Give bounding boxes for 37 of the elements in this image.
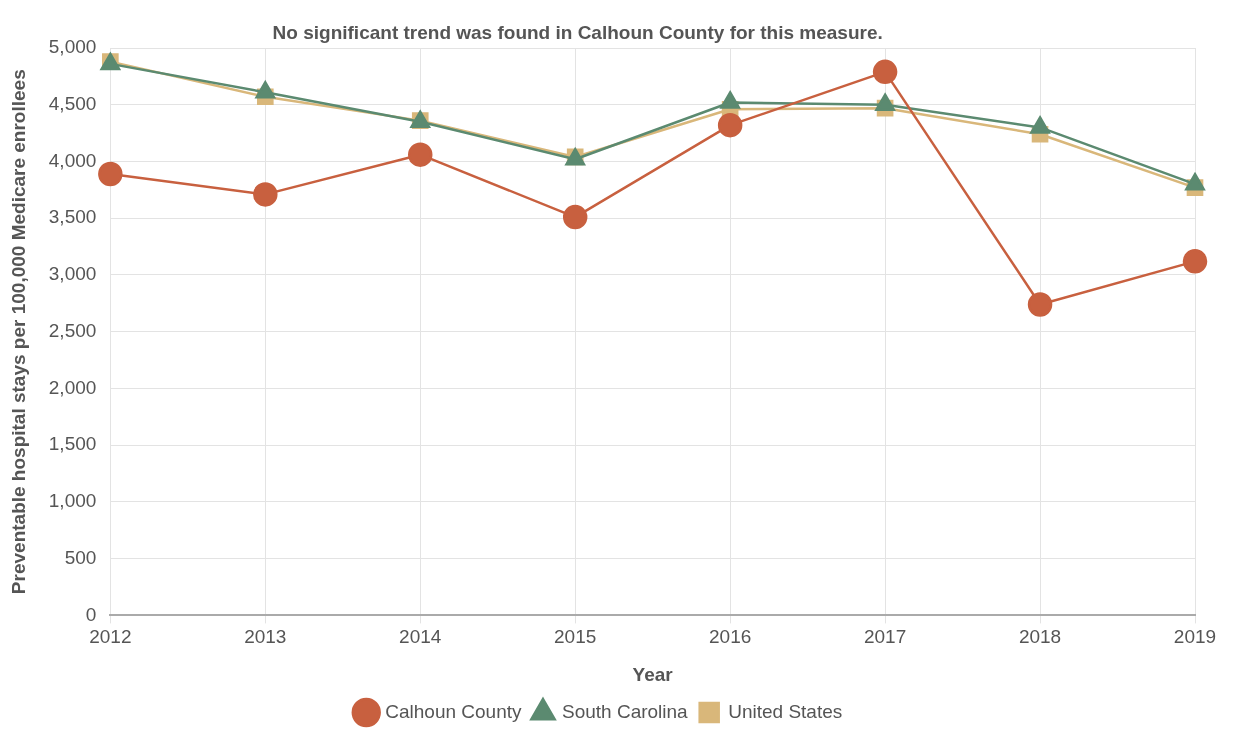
x-tick-label: 2019 bbox=[1173, 626, 1217, 648]
legend-label: United States bbox=[728, 700, 843, 722]
x-tick-label: 2018 bbox=[1018, 626, 1062, 648]
y-tick-label: 4,000 bbox=[48, 149, 97, 171]
x-tick-label: 2017 bbox=[863, 626, 907, 648]
y-axis-title: Preventable hospital stays per 100,000 Medicare enrollees bbox=[7, 69, 29, 595]
y-tick-label: 4,500 bbox=[48, 92, 97, 114]
x-tick-label: 2015 bbox=[554, 626, 597, 648]
x-tick-label: 2012 bbox=[89, 626, 132, 648]
point bbox=[98, 161, 123, 187]
y-tick-label: 3,500 bbox=[48, 206, 97, 228]
point bbox=[255, 81, 276, 99]
point bbox=[1027, 292, 1053, 317]
point bbox=[717, 112, 743, 138]
point bbox=[1182, 249, 1208, 274]
point bbox=[720, 91, 741, 109]
y-tick-label: 0 bbox=[85, 603, 97, 625]
legend-label: Calhoun County bbox=[385, 700, 522, 722]
y-tick-label: 500 bbox=[64, 546, 97, 568]
y-tick-label: 2,500 bbox=[48, 319, 97, 341]
x-tick-label: 2014 bbox=[399, 626, 442, 648]
point bbox=[562, 204, 588, 230]
x-tick-label: 2016 bbox=[709, 626, 752, 648]
point bbox=[872, 59, 898, 85]
y-tick-label: 3,000 bbox=[48, 263, 97, 285]
y-tick-label: 1,000 bbox=[48, 490, 97, 512]
x-tick-label: 2013 bbox=[244, 626, 287, 648]
point bbox=[1030, 116, 1050, 134]
point bbox=[253, 182, 278, 207]
chart-title: No significant trend was found in Calhoun County for this measure. bbox=[272, 21, 883, 43]
x-axis-title: Year bbox=[632, 663, 674, 685]
legend-label: South Carolina bbox=[562, 700, 689, 722]
y-tick-label: 5,000 bbox=[48, 36, 97, 58]
y-tick-label: 1,500 bbox=[48, 433, 97, 455]
point bbox=[408, 142, 433, 167]
point bbox=[875, 93, 896, 111]
y-tick-label: 2,000 bbox=[48, 376, 97, 398]
